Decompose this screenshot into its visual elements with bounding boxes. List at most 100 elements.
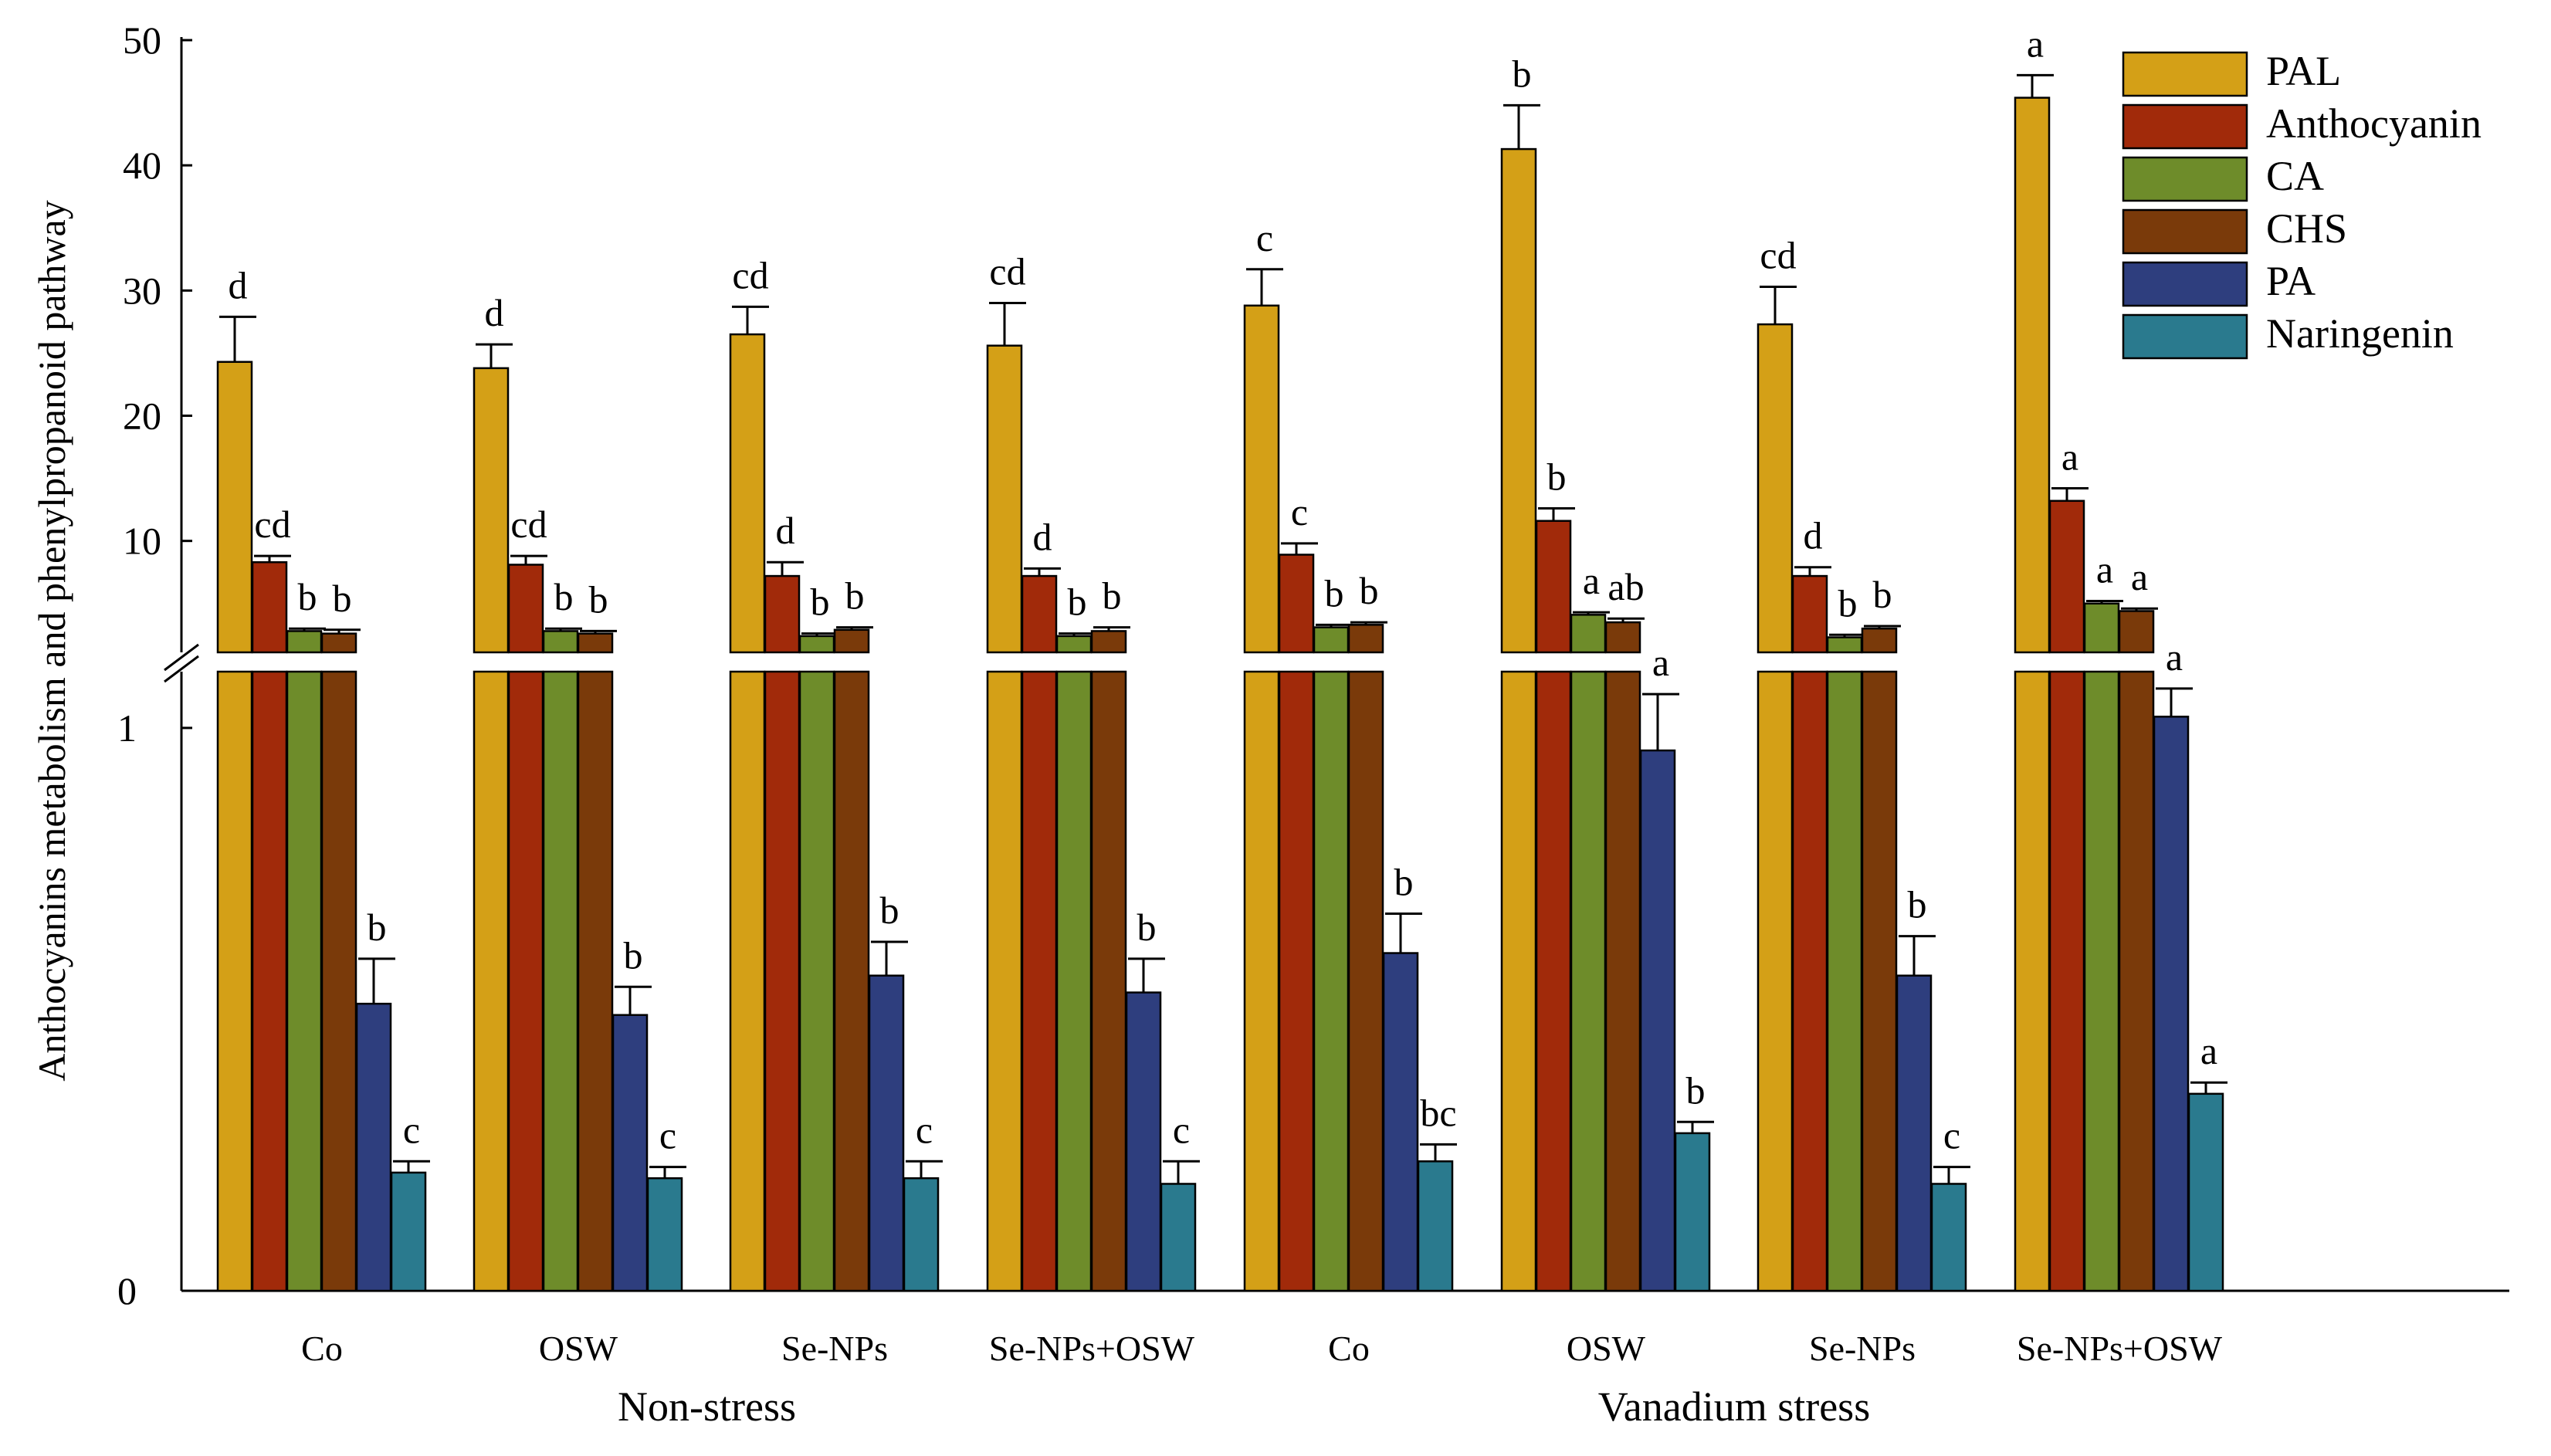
bar-anthocyanin: [507, 564, 544, 654]
y-tick-label: 30: [123, 269, 161, 312]
significance-letter: b: [1068, 581, 1087, 624]
bar-anthocyanin: [1021, 574, 1058, 654]
significance-letter: b: [1547, 455, 1567, 499]
group-label: Non-stress: [618, 1383, 796, 1430]
bar-pa: [1125, 991, 1162, 1292]
bar-ca: [1313, 626, 1350, 654]
bar-pa: [611, 1014, 649, 1292]
bar-lower-chs: [577, 670, 614, 1292]
bar-anthocyanin: [1535, 520, 1572, 654]
bar-naringenin: [1417, 1160, 1454, 1292]
significance-letter: b: [845, 574, 865, 618]
significance-letter: b: [624, 933, 643, 977]
bar-anthocyanin: [251, 560, 288, 654]
x-tick-label: Se-NPs+OSW: [989, 1329, 1195, 1368]
significance-letter: c: [1291, 490, 1308, 533]
bar-chs: [320, 632, 357, 654]
significance-letter: b: [1873, 573, 1892, 616]
y-tick-label: 1: [117, 706, 137, 750]
significance-letter: c: [403, 1108, 420, 1151]
legend-swatch: [2122, 156, 2248, 202]
group-label: Vanadium stress: [1598, 1383, 1870, 1430]
bar-naringenin: [646, 1177, 683, 1292]
bar-ca: [542, 630, 579, 654]
significance-letter: a: [2200, 1029, 2217, 1072]
bar-naringenin: [903, 1177, 940, 1292]
significance-letter: c: [916, 1108, 933, 1151]
bar-lower-pal: [1757, 670, 1794, 1292]
bar-chs: [1861, 627, 1898, 654]
bar-naringenin: [390, 1171, 427, 1292]
y-axis-label: Anthocyanins metabolism and phenylpropan…: [30, 200, 73, 1081]
significance-letter: b: [1137, 906, 1157, 949]
significance-letter: d: [776, 509, 795, 552]
significance-letter: c: [1256, 216, 1273, 259]
bar-lower-anthocyanin: [764, 670, 801, 1292]
x-tick-label: Se-NPs+OSW: [2017, 1329, 2223, 1368]
bar-lower-pal: [986, 670, 1023, 1292]
legend-swatch: [2122, 208, 2248, 255]
significance-letter: cd: [254, 503, 290, 546]
bar-pa: [355, 1002, 392, 1292]
x-tick-label: Se-NPs: [1809, 1329, 1916, 1368]
bar-lower-chs: [1604, 670, 1641, 1292]
legend-swatch: [2122, 51, 2248, 97]
bar-lower-ca: [286, 670, 323, 1292]
bar-naringenin: [2187, 1092, 2224, 1292]
bar-lower-pal: [2014, 670, 2051, 1292]
significance-letter: a: [2027, 22, 2044, 65]
bar-chs: [1347, 624, 1384, 654]
significance-letter: b: [589, 577, 608, 621]
legend-label: PA: [2266, 258, 2316, 304]
y-tick-label: 40: [123, 144, 161, 187]
significance-letter: d: [485, 291, 504, 334]
significance-letter: b: [298, 575, 317, 618]
significance-letter: b: [1325, 571, 1344, 615]
bar-lower-anthocyanin: [2048, 670, 2085, 1292]
bar-pa: [1639, 749, 1676, 1292]
bar-lower-anthocyanin: [1535, 670, 1572, 1292]
bar-pal: [1243, 304, 1280, 654]
legend-label: Anthocyanin: [2266, 100, 2482, 147]
bar-pa: [868, 974, 905, 1292]
significance-letter: cd: [732, 253, 768, 296]
bar-pal: [729, 333, 766, 654]
significance-letter: b: [1513, 52, 1532, 95]
x-tick-label: Co: [301, 1329, 343, 1368]
significance-letter: b: [880, 889, 899, 932]
bar-lower-ca: [2083, 670, 2120, 1292]
significance-letter: b: [1838, 581, 1858, 625]
significance-letter: b: [554, 575, 574, 618]
significance-letter: a: [2061, 435, 2078, 479]
legend-label: PAL: [2266, 48, 2341, 94]
significance-letter: b: [1360, 569, 1379, 612]
significance-letter: cd: [510, 503, 547, 546]
significance-letter: d: [1033, 515, 1052, 558]
bar-naringenin: [1160, 1183, 1197, 1292]
legend-swatch: [2122, 261, 2248, 307]
bar-ca: [1570, 614, 1607, 654]
significance-letter: b: [811, 581, 830, 624]
bar-lower-ca: [1055, 670, 1093, 1292]
bar-pa: [1382, 952, 1419, 1292]
significance-letter: b: [333, 577, 352, 620]
bar-lower-chs: [1861, 670, 1898, 1292]
significance-letter: a: [1583, 559, 1600, 602]
y-tick-label: 10: [123, 520, 161, 563]
bar-pal: [1500, 147, 1537, 654]
significance-letter: ab: [1608, 565, 1644, 608]
significance-letter: cd: [989, 250, 1025, 293]
bar-anthocyanin: [2048, 499, 2085, 654]
significance-letter: cd: [1760, 233, 1796, 276]
bar-chs: [833, 628, 870, 654]
bar-lower-pal: [729, 670, 766, 1292]
bar-chs: [1090, 630, 1127, 654]
bar-lower-anthocyanin: [1791, 670, 1828, 1292]
bar-ca: [1055, 635, 1093, 654]
x-tick-label: OSW: [539, 1329, 618, 1368]
x-tick-label: Co: [1328, 1329, 1370, 1368]
bar-lower-ca: [1570, 670, 1607, 1292]
axis-break-mark: [164, 655, 199, 683]
bar-chs: [2118, 610, 2155, 654]
